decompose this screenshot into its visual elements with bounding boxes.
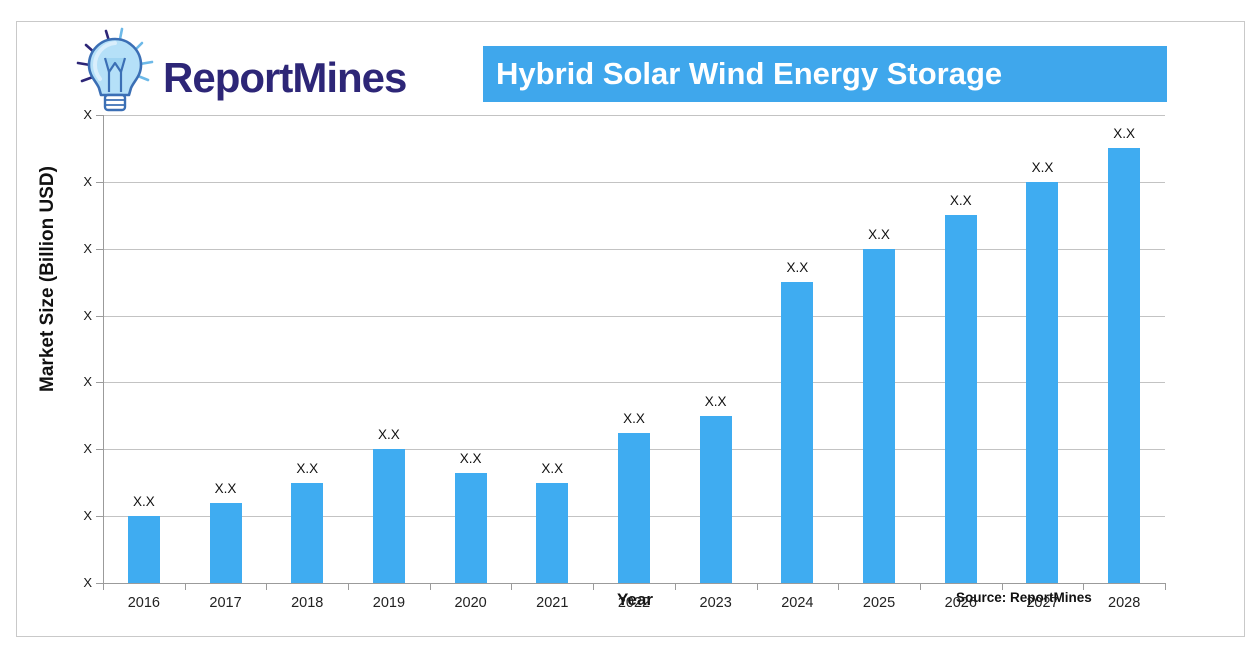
- bar-value-label: X.X: [949, 193, 972, 209]
- gridline: [103, 115, 1165, 116]
- x-tick-label: 2018: [291, 595, 324, 611]
- x-axis-tick: [756, 584, 758, 590]
- bar-value-label: X.X: [378, 427, 400, 443]
- bar-2024: [781, 282, 814, 583]
- bar-value-label: X.X: [132, 494, 155, 510]
- x-axis-tick: [1001, 584, 1003, 590]
- gridline: [103, 382, 1165, 384]
- y-tick-label: X: [83, 240, 92, 256]
- bar-value-label: X.X: [704, 393, 727, 409]
- bar-2017: [209, 502, 242, 583]
- brand-name: ReportMines: [163, 54, 407, 101]
- x-axis-tick: [266, 584, 268, 590]
- bar-value-label: X.X: [214, 480, 237, 496]
- x-tick-label: 2022: [617, 595, 651, 611]
- bar-value-label: X.X: [296, 460, 319, 476]
- x-axis-tick: [429, 584, 431, 590]
- x-axis-line: [103, 583, 1166, 584]
- bar-2025: [863, 248, 896, 583]
- y-axis-tick: [96, 115, 103, 116]
- x-axis-tick: [184, 584, 186, 590]
- x-tick-label: 2028: [1108, 595, 1141, 611]
- y-axis-tick: [96, 181, 103, 183]
- x-axis-tick: [838, 584, 840, 590]
- bar-2018: [291, 482, 324, 583]
- x-axis-tick: [919, 584, 921, 590]
- x-axis-tick: [674, 584, 676, 590]
- bar-2021: [536, 482, 569, 583]
- y-axis-title-text: Market Size (Billion USD): [37, 166, 58, 392]
- y-tick-label: X: [83, 307, 92, 323]
- bar-value-label: X.X: [459, 450, 482, 466]
- x-tick-label: 2017: [209, 595, 242, 611]
- bar-2019: [372, 449, 405, 583]
- x-tick-label: 2024: [781, 595, 814, 611]
- x-axis-title: Year: [617, 590, 653, 609]
- chart-title: Hybrid Solar Wind Energy Storage: [496, 56, 1003, 91]
- gridline: [103, 248, 1165, 250]
- x-tick-label: 2020: [454, 595, 487, 611]
- gridline: [103, 181, 1165, 183]
- y-tick-label: X: [83, 441, 92, 457]
- y-tick-label: X: [83, 173, 92, 189]
- bar-2023: [699, 415, 732, 583]
- y-tick-label: X: [83, 575, 92, 590]
- x-tick-label: 2021: [536, 595, 569, 611]
- x-axis-tick: [1165, 584, 1166, 590]
- x-axis-tick: [511, 584, 513, 590]
- bar-value-label: X.X: [1031, 159, 1054, 175]
- y-tick-label: X: [83, 107, 92, 122]
- bar-2027: [1026, 181, 1059, 583]
- y-axis-tick: [96, 315, 103, 317]
- bar-2016: [127, 516, 160, 583]
- bar-2022: [618, 432, 650, 583]
- x-tick-label: 2027: [1026, 595, 1059, 611]
- bar-value-label: X.X: [868, 226, 890, 242]
- gridline: [103, 315, 1165, 317]
- bar-2028: [1108, 148, 1141, 583]
- title-banner: Hybrid Solar Wind Energy Storage: [483, 46, 1167, 102]
- y-axis-tick: [96, 516, 103, 518]
- source-note: Source: ReportMines: [956, 590, 1092, 605]
- y-axis-tick: [96, 583, 103, 584]
- bar-value-label: X.X: [786, 260, 809, 276]
- y-axis-tick: [96, 248, 103, 250]
- x-tick-label: 2016: [127, 595, 160, 611]
- bar-2020: [454, 472, 487, 583]
- y-axis-line: [103, 115, 104, 583]
- x-axis-tick: [593, 584, 595, 590]
- y-axis-tick: [96, 382, 103, 384]
- x-tick-label: 2019: [372, 595, 406, 611]
- x-tick-label: 2025: [862, 595, 896, 611]
- lightbulb-icon: [76, 27, 154, 112]
- y-tick-label: X: [83, 374, 92, 390]
- y-tick-label: X: [83, 508, 92, 524]
- x-tick-label: 2026: [944, 595, 977, 611]
- x-tick-label: 2023: [699, 595, 732, 611]
- y-axis-tick: [96, 449, 103, 451]
- x-axis-tick: [1083, 584, 1085, 590]
- bar-value-label: X.X: [1113, 126, 1136, 142]
- x-axis-tick: [348, 584, 350, 590]
- x-axis-tick: [103, 584, 104, 590]
- bar-value-label: X.X: [623, 410, 645, 426]
- bar-value-label: X.X: [541, 460, 564, 476]
- bar-2026: [944, 215, 977, 583]
